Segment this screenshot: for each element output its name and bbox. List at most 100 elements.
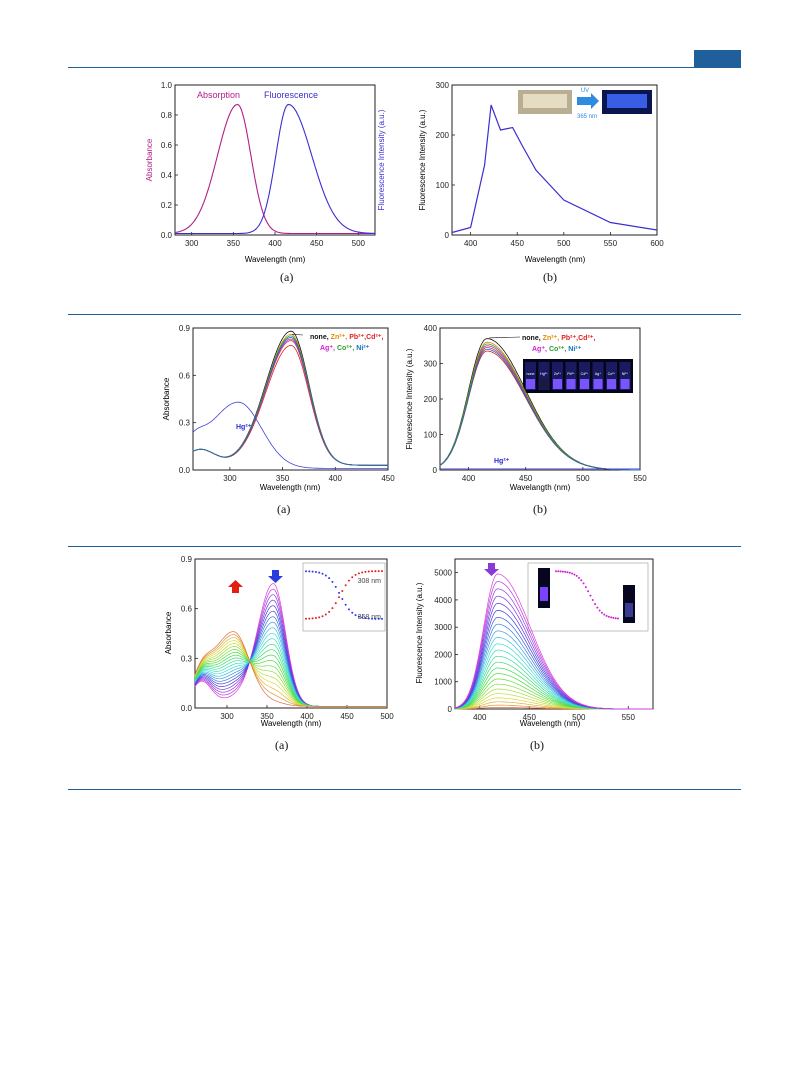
x-tick-label: 550 [622,713,636,722]
x-tick-label: 400 [329,474,343,483]
y-tick-label: 0.0 [161,231,173,240]
inset-point-308 [364,570,367,573]
y-tick-label: 0.9 [179,324,191,333]
y-tick-label: 300 [424,360,438,369]
caption-1b: (b) [543,270,557,284]
x-tick-label: 350 [227,239,241,248]
x-tick-label: 450 [519,474,533,483]
vial-photo-inset: none Hg²⁺ Zn²⁺ Pb²⁺ Cd²⁺ Ag⁺ Co²⁺ Ni²⁺ [523,359,633,393]
vial [619,362,631,390]
x-tick-label: 350 [276,474,290,483]
inset-point-358 [311,570,314,573]
inset-point-308 [361,571,364,574]
y-axis-label: Fluorescence Intensity (a.u.) [405,348,414,449]
inset-point-308 [324,613,327,616]
y-tick-label: 0.6 [161,141,173,150]
x-tick-label: 400 [464,239,478,248]
y-tick-label: 0 [445,231,450,240]
x-tick-label: 600 [650,239,664,248]
y-axis-label: Absorbance [162,377,171,420]
x-tick-label: 400 [300,712,314,721]
inset-point-358 [305,570,307,573]
inset-point [566,571,569,574]
emission-series [451,104,658,234]
inset-point [568,571,571,574]
hg-label: Hg²⁺ [236,424,252,431]
ion-list-line2: Ag⁺, Co²⁺, Ni²⁺ [320,345,370,352]
y-tick-label: 3000 [434,623,452,632]
inset-point-308 [334,602,337,605]
x-tick-label: 500 [380,712,394,721]
x-tick-label: 300 [185,239,199,248]
vial [606,362,617,390]
x-tick-label: 500 [576,474,590,483]
y2-axis-label: Fluorescence Intensity (a.u.) [377,109,386,210]
y-tick-label: 0.4 [161,171,173,180]
arrow-right-icon [577,93,599,109]
caption-3b: (b) [530,738,544,752]
ion-series [192,344,388,466]
inset-point-308 [344,584,347,587]
ion-series [192,338,388,466]
inset-point-358 [371,617,374,620]
vial-glow [607,379,616,389]
inset-point [573,573,576,576]
y-tick-label: 0.0 [181,704,193,713]
inset-point [598,609,601,612]
inset-point [596,606,599,609]
x-tick-label: 450 [340,712,354,721]
inset-point-308 [311,617,314,620]
x-tick-label: 300 [220,712,234,721]
inset-point [617,617,619,620]
inset-point-308 [374,570,377,573]
inset-point-358 [364,617,367,620]
y-tick-label: 200 [424,395,438,404]
annotation-pointer [292,334,304,336]
y-tick-label: 0.3 [181,654,193,663]
inset-point-358 [347,608,350,611]
inset-point-358 [357,615,360,618]
inset-308-label: 308 nm [358,578,382,585]
x-tick-label: 400 [473,713,487,722]
x-axis-label: Wavelength (nm) [260,483,321,492]
ion-list-line1: none, Zn²⁺, Pb²⁺,Cd²⁺, [310,334,383,341]
inset-point [564,570,567,573]
y-tick-label: 0.6 [181,605,193,614]
inset-point [600,611,603,614]
y-tick-label: 0 [433,466,438,475]
inset-point-358 [331,580,334,583]
x-tick-label: 450 [310,239,324,248]
x-tick-label: 300 [223,474,237,483]
inset-point-308 [347,579,350,582]
inset-point [607,615,610,618]
inset-point [614,617,617,620]
inset-point [612,616,615,619]
photo-inset: UV 365 nm [518,88,652,120]
inset-point-358 [367,617,370,620]
x-axis-label: Wavelength (nm) [525,255,586,264]
inset-point-358 [314,571,317,574]
y-tick-label: 0.9 [181,555,193,564]
inset-point-358 [321,572,324,575]
inset-point-308 [328,610,331,613]
annotation-pointer [489,336,521,339]
inset-point [580,579,583,582]
fluorescence-series [175,103,376,235]
y-tick-label: 0.8 [161,111,173,120]
x-axis-label: Wavelength (nm) [520,719,581,728]
x-tick-label: 500 [557,239,571,248]
legend-absorption: Absorption [197,90,240,100]
vial-glow [566,379,576,389]
y-tick-label: 0.2 [161,201,173,210]
y-tick-label: 0 [448,705,453,714]
ion-series [192,337,388,466]
inset-point-358 [351,611,354,614]
inset-point [591,599,594,602]
wavelength-label: 365 nm [577,114,597,120]
y-tick-label: 400 [424,324,438,333]
y-axis-label: Absorbance [145,138,154,181]
emission-spectrum-chart: UV 365 nm Wavelength (nm) Fluorescence I… [418,81,664,264]
y-tick-label: 100 [424,431,438,440]
y-tick-label: 1.0 [161,81,173,90]
plot-frame [454,558,654,710]
